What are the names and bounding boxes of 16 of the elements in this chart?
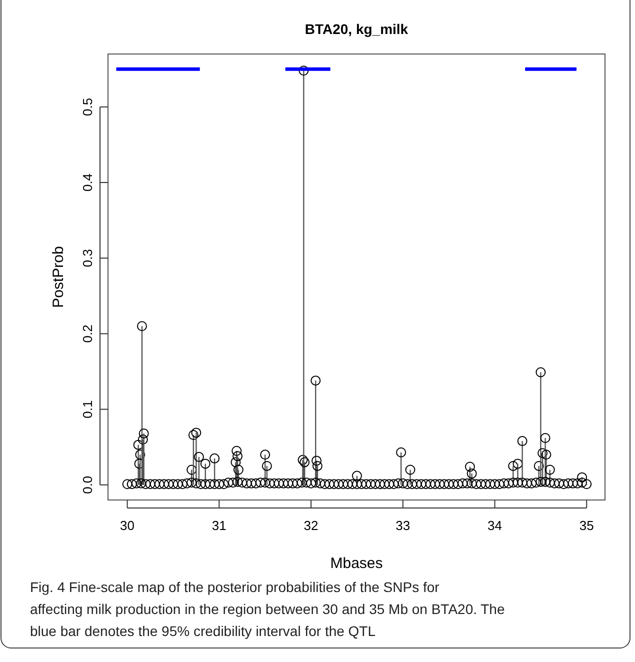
x-tick-label: 35: [579, 518, 594, 533]
x-tick-label: 34: [488, 518, 502, 533]
y-tick-label: 0.5: [80, 98, 95, 116]
y-tick-label: 0.2: [80, 324, 95, 343]
y-tick-label: 0.4: [80, 173, 95, 192]
y-axis-title: PostProb: [50, 246, 67, 308]
chart-title: BTA20, kg_milk: [304, 21, 408, 37]
x-axis-title: Mbases: [330, 555, 383, 572]
caption: Fig. 4 Fine-scale map of the posterior probabilities of the SNPs for affecting milk production in the region between 30 and 35 Mb on BTA20. The blue bar denotes the 95% credibility interval for the QTL: [30, 579, 505, 639]
x-tick-label: 31: [212, 518, 226, 533]
x-tick-label: 30: [120, 518, 135, 533]
y-tick-label: 0.0: [80, 476, 95, 494]
x-tick-label: 32: [304, 518, 318, 533]
x-tick-label: 33: [396, 518, 410, 533]
y-tick-label: 0.3: [80, 249, 95, 268]
y-tick-label: 0.1: [80, 400, 95, 418]
